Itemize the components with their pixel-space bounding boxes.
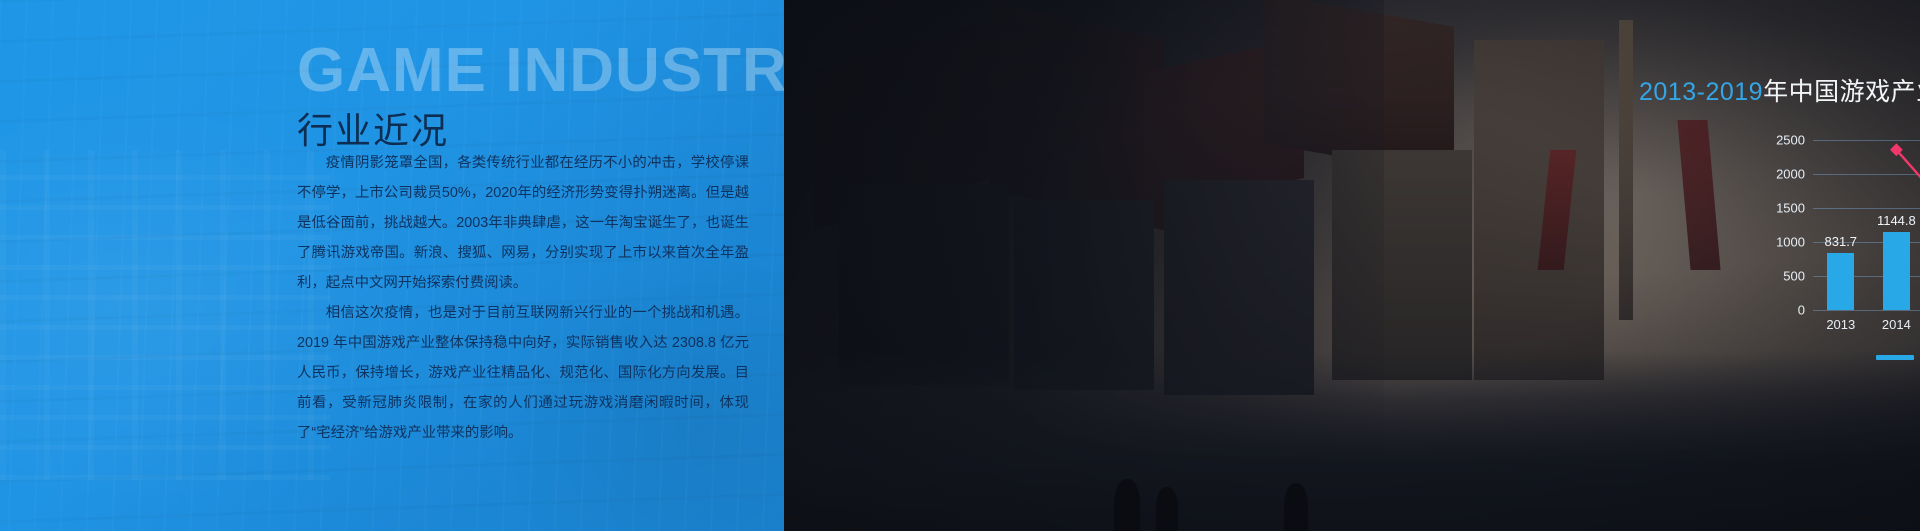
background-artwork bbox=[784, 0, 1920, 531]
x-axis-tick: 2013 bbox=[1826, 317, 1856, 332]
page-title: 行业近况 bbox=[297, 110, 450, 152]
chart-bar-value-label: 1144.8 bbox=[1876, 213, 1916, 229]
gridline bbox=[1813, 208, 1920, 209]
growth-rate-marker[interactable] bbox=[1889, 143, 1903, 157]
artwork-scrim bbox=[784, 0, 1920, 531]
chart-legend: 销售额（亿元） 增长率（%） bbox=[1857, 345, 1920, 369]
y-axis-tick-left: 2500 bbox=[1776, 132, 1805, 148]
bar-swatch-icon bbox=[1876, 354, 1915, 360]
chart-bar[interactable] bbox=[1882, 232, 1910, 310]
body-copy: 疫情阴影笼罩全国，各类传统行业都在经历不小的冲击，学校停课不停学，上市公司裁员5… bbox=[297, 148, 749, 448]
x-axis-tick: 2014 bbox=[1881, 317, 1911, 332]
y-axis-tick-left: 500 bbox=[1783, 268, 1805, 284]
chart-bar-value-label: 831.7 bbox=[1824, 234, 1858, 250]
chart-x-axis: 2013201420152016201720182019 bbox=[1813, 311, 1920, 339]
section-watermark: GAME INDUSTRY bbox=[297, 36, 784, 105]
artwork-vignette bbox=[784, 0, 1920, 531]
chart-title-subject: 年中国游戏产业销售收入及增长 bbox=[1763, 78, 1920, 106]
paragraph-1: 疫情阴影笼罩全国，各类传统行业都在经历不小的冲击，学校停课不停学，上市公司裁员5… bbox=[297, 155, 749, 291]
panel-texture-overlay-secondary bbox=[0, 150, 330, 480]
legend-item-sales[interactable]: 销售额（亿元） bbox=[1876, 348, 1920, 367]
chart-panel: 2013-2019年中国游戏产业销售收入及增长 0 500 1000 1500 2000… bbox=[784, 0, 1920, 531]
left-content-panel: GAME INDUSTRY 行业近况 疫情阴影笼罩全国，各类传统行业都在经历不小… bbox=[0, 0, 784, 531]
gridline bbox=[1813, 242, 1920, 243]
chart-title: 2013-2019年中国游戏产业销售收入及增长 bbox=[1639, 72, 1920, 108]
gridline bbox=[1813, 140, 1920, 141]
gridline bbox=[1813, 310, 1920, 311]
gridline bbox=[1813, 276, 1920, 277]
chart-title-range: 2013-2019 bbox=[1639, 78, 1764, 106]
y-axis-tick-left: 1500 bbox=[1776, 200, 1805, 216]
y-axis-tick-left: 0 bbox=[1797, 302, 1805, 318]
chart-y-axis-left: 0 500 1000 1500 2000 2500 bbox=[1733, 133, 1805, 318]
chart-bar[interactable] bbox=[1827, 253, 1855, 310]
gridline bbox=[1813, 174, 1920, 175]
y-axis-tick-left: 1000 bbox=[1776, 234, 1805, 250]
y-axis-tick-left: 2000 bbox=[1776, 166, 1805, 182]
chart-line-series bbox=[1889, 143, 1920, 179]
paragraph-2: 相信这次疫情，也是对于目前互联网新兴行业的一个挑战和机遇。2019 年中国游戏产… bbox=[297, 305, 749, 441]
